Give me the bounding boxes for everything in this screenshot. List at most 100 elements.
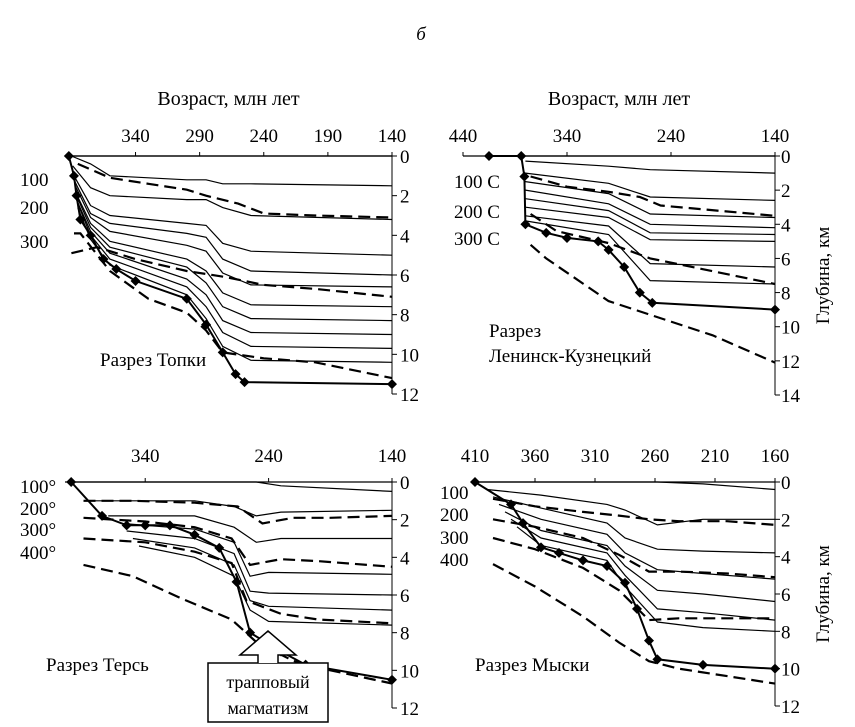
basement-point [644, 635, 654, 646]
y-tick-label: 0 [400, 473, 410, 494]
basement-point [541, 227, 552, 238]
y-tick-label: 2 [781, 181, 791, 202]
isotherm-label: 400° [20, 543, 56, 564]
burial-curve [510, 518, 776, 621]
panel-ters: 340 240 140 0 2 4 6 8 10 12 100°200°300°400° Разрез… [20, 446, 419, 723]
isotherm-label: 200° [20, 499, 56, 520]
basement-point [217, 347, 228, 358]
basement-point [593, 236, 604, 247]
basement-point [602, 561, 612, 571]
isotherm-line [492, 563, 776, 685]
y-tick-label: 10 [781, 660, 800, 681]
burial-curve [108, 515, 392, 543]
section-label: Разрез Терсь [46, 655, 149, 676]
basement-point [387, 674, 397, 685]
burial-curve [132, 537, 393, 611]
basement-point [578, 555, 588, 566]
y-tick-label: 8 [400, 306, 410, 327]
y-tick-label: 8 [400, 624, 410, 645]
y-tick-label: 0 [400, 147, 410, 168]
burial-curve [525, 198, 776, 236]
burial-curve [77, 207, 393, 363]
section-label: Ленинск-Кузнецкий [489, 346, 651, 367]
basement-point [652, 654, 663, 665]
basement-point [181, 293, 192, 304]
burial-curve [73, 175, 393, 256]
basement-point [620, 577, 630, 588]
basement-point [111, 264, 122, 275]
burial-curve [525, 160, 776, 174]
basement-point [97, 510, 108, 521]
burial-curve [89, 500, 393, 517]
basement-point [85, 230, 96, 241]
section-label: Разрез Мыски [475, 655, 589, 676]
basement-point [632, 603, 642, 614]
basement-point [239, 377, 250, 388]
y-tick-label: 10 [781, 318, 800, 339]
basement-point [214, 542, 225, 553]
burial-curve [475, 481, 776, 491]
annotation-box [207, 662, 329, 723]
annotation-text: магматизм [228, 698, 309, 718]
y-tick-label: 12 [781, 697, 800, 718]
burial-curve [525, 172, 776, 201]
burial-curve [525, 206, 776, 242]
burial-curve [525, 220, 776, 285]
y-tick-label: 8 [781, 622, 791, 643]
y-tick-label: 10 [400, 345, 419, 366]
isotherm-line [83, 516, 393, 568]
depth-axis-label: Глубина, км [813, 227, 834, 324]
basement-point [66, 477, 77, 487]
basement-point [230, 369, 241, 380]
basement-point [189, 529, 200, 540]
y-tick-label: 4 [400, 548, 410, 569]
y-tick-label: 2 [400, 187, 410, 208]
isotherm-label: 300° [20, 520, 56, 541]
x-tick-label: 340 [131, 446, 160, 467]
burial-curve [74, 185, 393, 288]
isotherm-label: 100° [20, 477, 56, 498]
basement-point [231, 576, 242, 587]
x-tick-label: 190 [314, 126, 343, 147]
burial-curve [75, 195, 393, 322]
basement-point [68, 170, 79, 181]
x-tick-label: 410 [461, 446, 490, 467]
isotherm-line [83, 499, 393, 525]
burial-curve [71, 481, 393, 492]
basement-point [554, 547, 564, 558]
isotherm-label: 100 [440, 483, 469, 504]
isotherm-label: 100 С [454, 172, 500, 193]
basement-point [770, 663, 780, 674]
basement-point [245, 627, 256, 638]
isotherm-line [492, 518, 776, 579]
y-tick-label: 6 [781, 249, 791, 270]
basement-point [201, 319, 212, 330]
isotherm-line [529, 243, 776, 364]
basement-point [140, 520, 151, 531]
basement-curve [489, 155, 776, 311]
x-tick-label: 310 [581, 446, 610, 467]
basement-point [470, 477, 480, 487]
basement-point [520, 219, 531, 230]
x-tick-label: 140 [378, 446, 407, 467]
basement-point [506, 499, 516, 510]
panel-myski: 410 360 310 260 210 160 0 2 4 6 8 10 12 Глубина, км 10… [440, 446, 834, 718]
basement-point [647, 297, 658, 308]
x-tick-label: 260 [641, 446, 670, 467]
annotation-text: трапповый [226, 672, 310, 692]
y-tick-label: 4 [781, 548, 791, 569]
y-tick-label: 12 [400, 385, 419, 406]
y-tick-label: 8 [781, 284, 791, 305]
basement-point [75, 214, 86, 225]
isotherm-line [77, 162, 393, 219]
y-tick-label: 6 [400, 266, 410, 287]
basement-point [536, 542, 546, 553]
burial-curve [75, 199, 393, 336]
y-tick-label: 12 [400, 699, 419, 720]
isotherm-label: 200 [440, 505, 469, 526]
basement-point [164, 520, 175, 531]
x-axis-label: Возраст, млн лет [157, 88, 299, 110]
section-label: Разрез Топки [100, 350, 206, 371]
y-tick-label: 6 [400, 586, 410, 607]
x-tick-label: 240 [254, 446, 283, 467]
